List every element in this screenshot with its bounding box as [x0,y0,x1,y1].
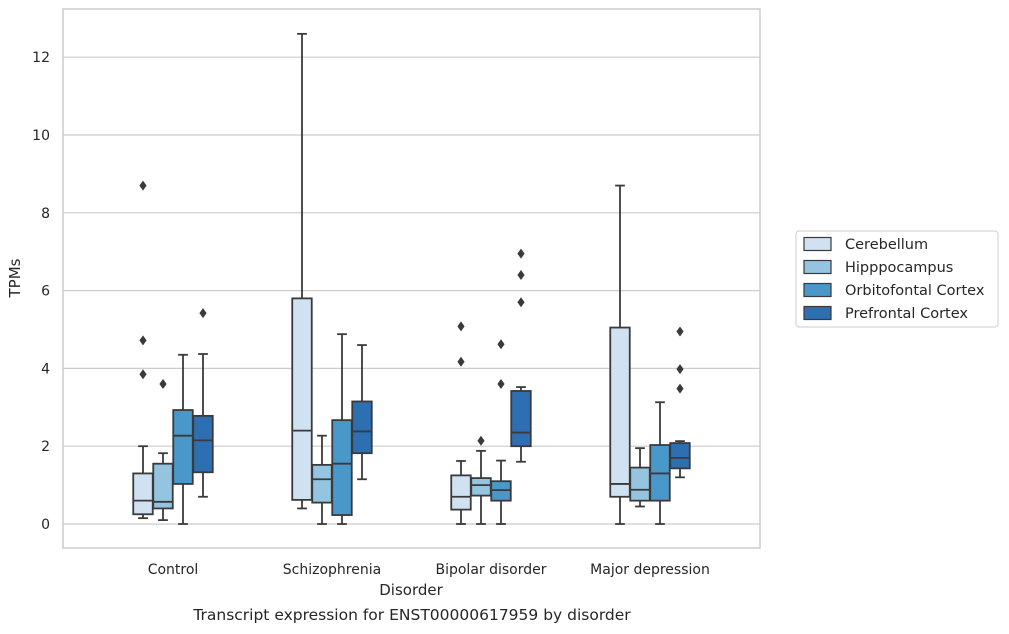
x-tick-labels: Control Schizophrenia Bipolar disorder Majo… [148,562,710,578]
iqr-box [629,466,651,502]
figure-caption: Transcript expression for ENST0000061795… [193,606,631,624]
iqr-box [669,442,691,470]
y-tick-labels: 0 2 4 6 8 10 12 [32,50,50,533]
y-tick-label: 8 [41,206,50,222]
outlier-point [497,378,505,389]
iqr-box [351,400,373,455]
outlier-point [139,180,147,191]
legend-label: Hipppocampus [845,260,953,276]
y-tick-label: 10 [32,128,50,144]
box-3-1 [629,447,651,508]
y-tick-label: 2 [41,439,50,455]
outlier-point [497,339,505,350]
outlier-point [139,369,147,380]
iqr-box [331,419,353,516]
box-1-1 [311,434,333,525]
outlier-point [457,321,465,332]
outlier-point [517,297,525,308]
iqr-box [450,474,472,511]
y-tick-label: 0 [41,517,50,533]
x-tick-label: Schizophrenia [283,562,381,578]
x-tick-label: Bipolar disorder [435,562,546,578]
legend-label: Cerebellum [845,237,928,253]
box-2-0 [450,321,472,525]
iqr-box [132,472,154,516]
iqr-box [470,477,492,497]
legend-label: Orbitofontal Cortex [845,283,985,299]
legend-frame [795,230,999,328]
box-2-1 [470,435,492,525]
outlier-point [517,248,525,259]
x-tick-label: Control [148,562,199,578]
box-1-3 [351,344,373,481]
box-0-2 [172,353,194,525]
y-tick-label: 6 [41,284,50,300]
outlier-point [477,435,485,446]
iqr-box [152,462,174,510]
boxes [132,32,691,525]
y-tick-label: 4 [41,361,50,377]
box-3-2 [649,401,671,525]
box-0-3 [192,308,214,498]
iqr-box [609,326,631,498]
y-tick-label: 12 [32,50,50,66]
outlier-point [676,383,684,394]
outlier-point [159,378,167,389]
outlier-point [199,308,207,319]
outlier-point [139,335,147,346]
legend-swatch [803,282,832,298]
outlier-point [457,356,465,367]
box-0-0 [132,180,154,520]
legend-swatch [803,305,832,321]
outlier-point [676,364,684,375]
box-3-3 [669,326,691,479]
legend-swatch [803,236,832,252]
y-axis-title: TPMs [6,258,24,298]
iqr-box [311,463,333,504]
plot-frame [62,8,761,549]
legend: Cerebellum Hipppocampus Orbitofontal Corte… [795,230,999,328]
iqr-box [172,409,194,485]
iqr-box [291,297,313,501]
x-tick-label: Major depression [590,562,710,578]
box-0-1 [152,378,174,522]
x-axis-title: Disorder [379,581,443,599]
box-2-2 [490,339,512,525]
outlier-point [676,326,684,337]
legend-label: Prefrontal Cortex [845,306,968,322]
box-2-3 [510,248,532,463]
legend-swatch [803,259,832,275]
iqr-box [192,414,214,474]
box-1-2 [331,333,353,525]
box-1-0 [291,32,313,510]
outlier-point [517,270,525,281]
iqr-box [510,390,532,448]
box-3-0 [609,184,631,525]
